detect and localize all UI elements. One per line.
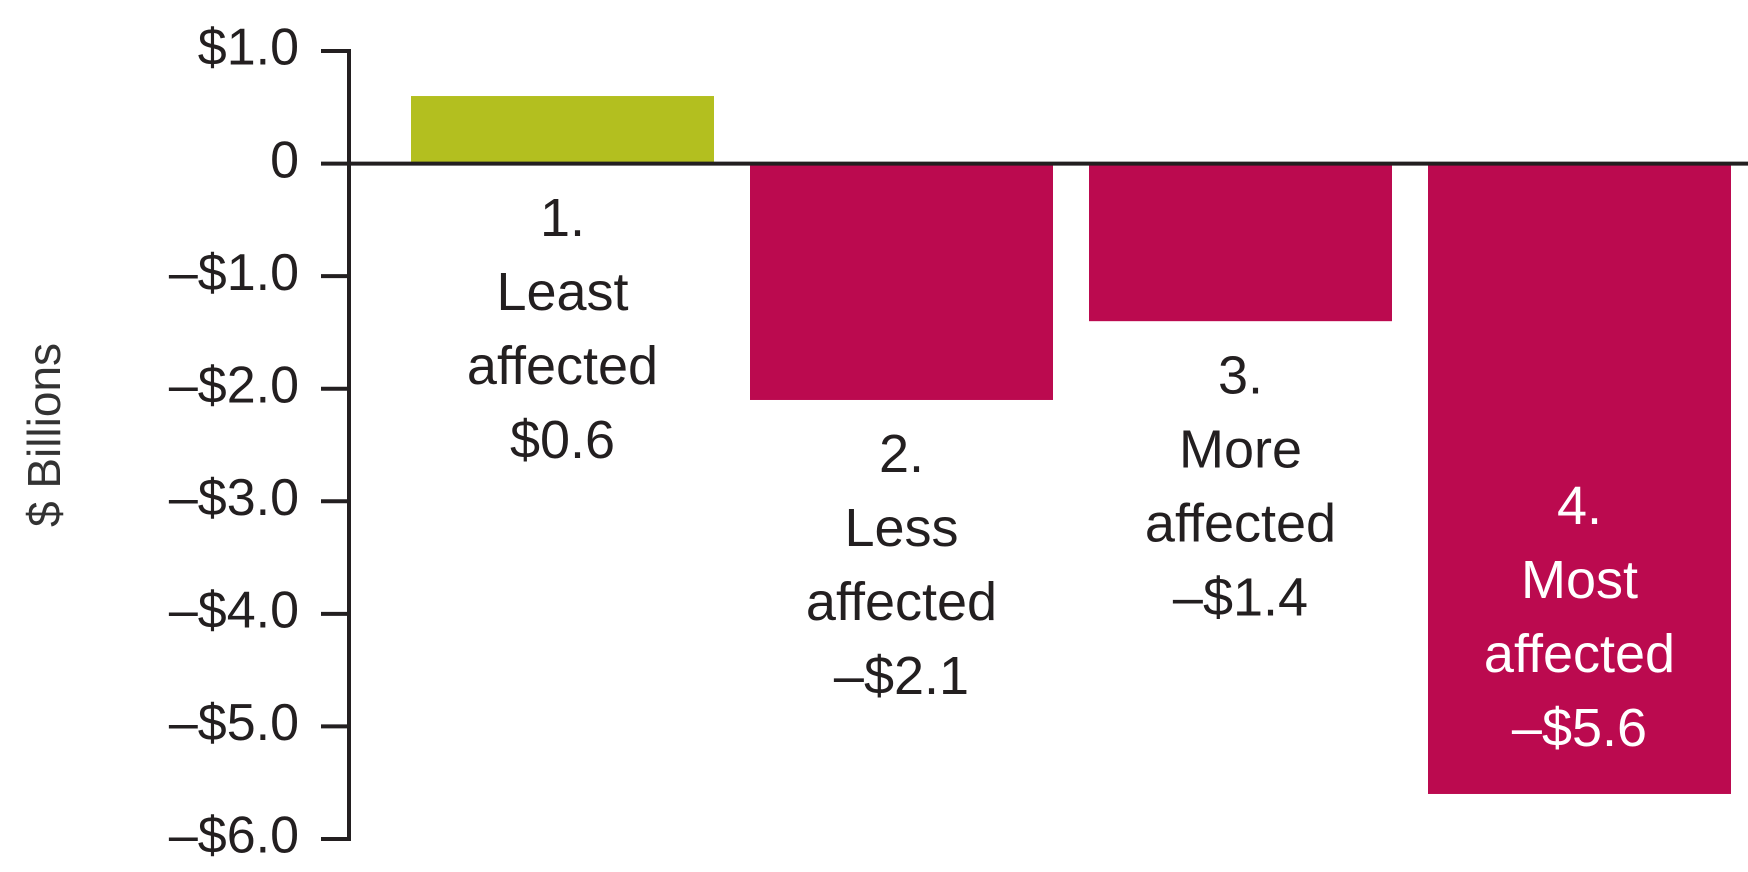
y-tick-label: –$3.0 — [169, 469, 299, 527]
category-label: More — [1179, 419, 1302, 479]
value-label: –$1.4 — [1173, 567, 1308, 627]
category-label: affected — [806, 572, 997, 632]
y-tick-label: 0 — [270, 131, 299, 189]
y-tick-label: –$2.0 — [169, 356, 299, 414]
bar — [1428, 163, 1731, 794]
y-tick-label: –$6.0 — [169, 807, 299, 865]
bar — [1089, 163, 1392, 322]
category-label: Less — [844, 498, 958, 558]
category-label: affected — [467, 336, 658, 396]
y-tick-label: –$4.0 — [169, 582, 299, 640]
category-label: 1. — [540, 188, 585, 248]
category-label: Least — [496, 262, 628, 322]
value-label: $0.6 — [510, 410, 615, 470]
category-label: Most — [1521, 550, 1638, 610]
category-label: affected — [1484, 624, 1675, 684]
value-label: –$2.1 — [834, 646, 969, 706]
y-axis-title: $ Billions — [18, 343, 70, 527]
y-tick-label: $1.0 — [198, 19, 299, 77]
value-label: –$5.6 — [1512, 698, 1647, 758]
category-label: affected — [1145, 493, 1336, 553]
category-label: 4. — [1557, 476, 1602, 536]
category-label: 3. — [1218, 345, 1263, 405]
y-tick-label: –$5.0 — [169, 694, 299, 752]
bar — [411, 96, 714, 164]
bar — [750, 163, 1053, 400]
y-tick-label: –$1.0 — [169, 244, 299, 302]
category-label: 2. — [879, 424, 924, 484]
